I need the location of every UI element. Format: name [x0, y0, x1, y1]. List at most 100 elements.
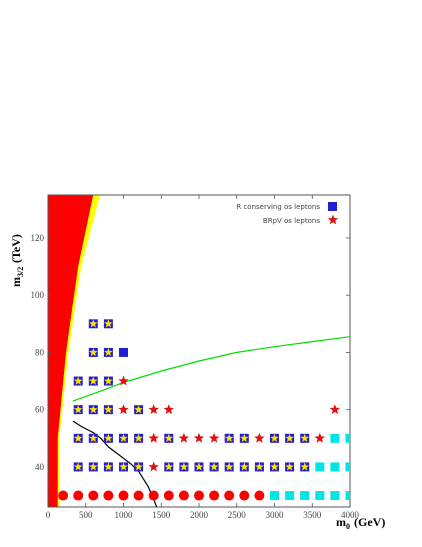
y-tick-label: 80: [35, 347, 45, 357]
plot-frame: [47, 194, 351, 508]
y-tick-label: 60: [35, 405, 45, 415]
point-circle-red: [118, 490, 129, 501]
point-square-cyan: [270, 491, 279, 501]
point-square-blue: [119, 347, 128, 357]
point-star-yellow: [73, 405, 83, 414]
point-square-cyan: [345, 462, 350, 472]
point-square-star: [88, 433, 98, 443]
point-circle-red: [209, 490, 220, 501]
point-star-red: [148, 461, 159, 472]
y-tick-label: 120: [31, 233, 45, 243]
point-star-red: [163, 404, 174, 415]
point-square-star: [164, 433, 174, 443]
point-star-yellow: [119, 462, 128, 471]
point-circle-red: [224, 490, 235, 501]
point-star-yellow: [89, 405, 98, 414]
point-star-yellow: [73, 462, 83, 471]
point-star-yellow: [255, 462, 264, 471]
y-axis-title-main: m: [9, 277, 23, 287]
point-square-star: [300, 462, 310, 472]
legend-label-r-conserving: R conserving os leptons: [236, 203, 320, 211]
point-star-yellow: [164, 462, 174, 471]
point-square-star: [103, 433, 113, 443]
point-star-yellow: [240, 433, 249, 442]
point-star-yellow: [164, 433, 174, 442]
point-square-cyan: [345, 491, 350, 501]
point-square-star: [73, 433, 83, 443]
point-square-star: [88, 376, 98, 386]
point-star-yellow: [285, 462, 294, 471]
y-axis-title-unit: (TeV): [9, 234, 23, 263]
point-star-yellow: [73, 433, 83, 442]
point-star-yellow: [209, 462, 219, 471]
point-square-star: [300, 433, 310, 443]
point-star-yellow: [104, 405, 113, 414]
x-tick-label: 3000: [266, 510, 285, 520]
point-square-star: [239, 462, 249, 472]
point-square-star: [134, 405, 144, 415]
point-star-yellow: [224, 462, 234, 471]
point-star-yellow: [270, 462, 279, 471]
x-tick-label: 500: [79, 510, 93, 520]
point-square-star: [73, 462, 83, 472]
y-axis-title: m 3/2 (TeV): [9, 234, 25, 287]
legend-entry-brpv: BRpV os leptons: [263, 214, 339, 225]
point-star-red: [193, 432, 205, 443]
point-star-yellow: [134, 405, 143, 414]
point-square-cyan: [315, 462, 325, 472]
point-star-yellow: [119, 433, 128, 442]
point-square-cyan: [330, 462, 340, 472]
excluded-region-0: [48, 195, 94, 507]
x-axis-title-subscript: 0: [346, 522, 350, 531]
point-square-star: [285, 462, 295, 472]
point-square-star: [88, 405, 98, 415]
point-star-yellow: [89, 319, 98, 328]
point-star-yellow: [104, 376, 113, 385]
point-star-yellow: [89, 433, 98, 442]
point-circle-red: [133, 490, 144, 501]
point-star-yellow: [89, 462, 98, 471]
point-square-star: [119, 462, 128, 472]
point-square-star: [103, 376, 113, 386]
x-tick-label: 2000: [190, 510, 209, 520]
point-square-star: [88, 347, 98, 357]
point-square-star: [73, 405, 83, 415]
y-tick-label: 40: [35, 462, 45, 472]
point-square-star: [134, 433, 144, 443]
point-square-star: [119, 433, 128, 443]
x-axis-title: m 0 (GeV): [336, 515, 385, 531]
point-star-yellow: [104, 433, 113, 442]
point-square-star: [285, 433, 295, 443]
legend: R conserving os leptons BRpV os leptons: [236, 202, 339, 225]
x-tick-label: 3500: [303, 510, 322, 520]
x-tick-label: 1500: [152, 510, 171, 520]
point-star-red: [148, 404, 159, 415]
point-square-cyan: [330, 433, 340, 443]
x-axis-title-unit: (GeV): [354, 515, 385, 529]
point-star-yellow: [104, 347, 113, 357]
legend-swatch-star: [327, 214, 339, 225]
legend-entry-r-conserving: R conserving os leptons: [236, 202, 337, 211]
point-circle-red: [88, 490, 99, 501]
point-square-cyan: [330, 491, 340, 501]
point-square-star: [224, 433, 234, 443]
point-square-cyan: [300, 491, 310, 501]
point-square-star: [179, 462, 189, 472]
point-star-yellow: [179, 462, 189, 471]
point-star-red: [148, 432, 159, 443]
point-star-yellow: [73, 376, 83, 385]
point-star-yellow: [89, 347, 98, 357]
point-star-red: [208, 432, 220, 443]
x-tick-label: 1000: [115, 510, 134, 520]
point-square-cyan: [315, 491, 325, 501]
y-tick-label: 100: [31, 290, 45, 300]
point-square-cyan: [345, 433, 350, 443]
point-circle-red: [239, 490, 250, 501]
point-star-yellow: [104, 462, 113, 471]
point-circle-red: [103, 490, 114, 501]
point-square-star: [270, 462, 279, 472]
y-tick-labels: 40 60 80 100 120: [31, 233, 45, 472]
point-star-yellow: [240, 462, 249, 471]
point-star-yellow: [194, 462, 204, 471]
point-square-star: [164, 462, 174, 472]
